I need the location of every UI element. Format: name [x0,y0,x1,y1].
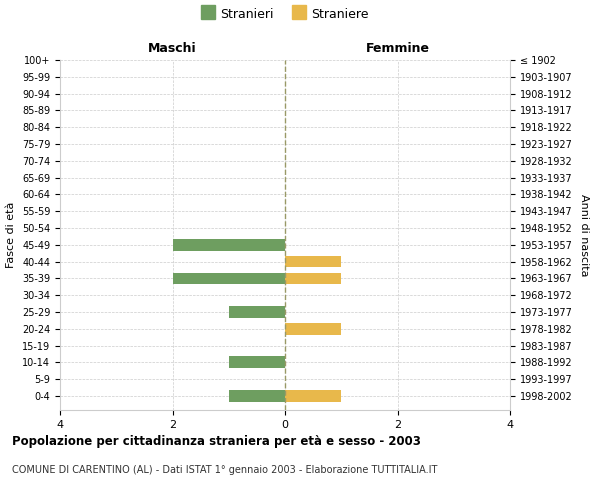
Bar [173,272,285,284]
Text: Maschi: Maschi [148,42,197,55]
Text: COMUNE DI CARENTINO (AL) - Dati ISTAT 1° gennaio 2003 - Elaborazione TUTTITALIA.: COMUNE DI CARENTINO (AL) - Dati ISTAT 1°… [12,465,437,475]
Bar [229,390,285,402]
Bar [285,390,341,402]
Bar [229,306,285,318]
Y-axis label: Anni di nascita: Anni di nascita [579,194,589,276]
Bar [173,239,285,250]
Bar [285,272,341,284]
Bar [229,356,285,368]
Legend: Stranieri, Straniere: Stranieri, Straniere [196,4,374,26]
Bar [285,323,341,334]
Text: Popolazione per cittadinanza straniera per età e sesso - 2003: Popolazione per cittadinanza straniera p… [12,435,421,448]
Y-axis label: Fasce di età: Fasce di età [7,202,16,268]
Bar [285,256,341,268]
Text: Femmine: Femmine [365,42,430,55]
